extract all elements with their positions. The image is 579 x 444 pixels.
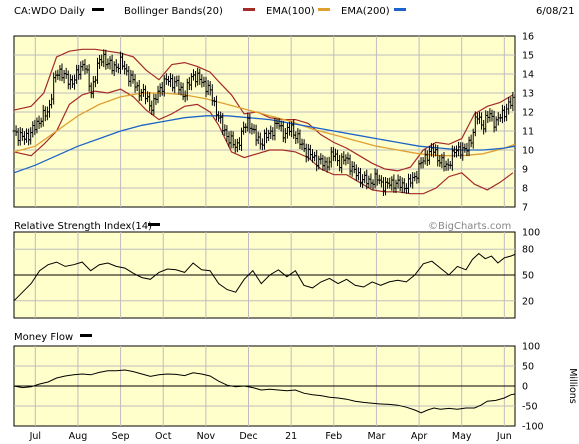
date-label: 6/08/21 [536,6,575,17]
x-tick-label-11: Jun [496,431,512,442]
money-flow-grid [14,346,515,426]
y-tick-label-4: 11 [522,127,534,138]
price-y-ticks: 7 8 9 10 11 12 13 14 15 16 [522,32,534,214]
x-tick-label-6: 21 [285,431,297,442]
y-tick-label-6: 13 [522,89,534,100]
money-flow-label: Money Flow [14,332,73,343]
x-tick-label-3: Oct [155,431,172,442]
x-axis-labels: Jul Aug Sep Oct Nov Dec 21 Feb Mar Apr May Jun [29,431,512,442]
legend-ema100-label: EMA(100) [266,6,315,17]
x-tick-label-5: Dec [239,431,257,442]
price-panel-background [13,35,516,208]
symbol-label: CA:WDO Daily [14,6,85,17]
chart-header: CA:WDO Daily Bollinger Bands(20) EMA(100… [14,6,575,17]
x-tick-label-2: Sep [112,431,130,442]
y-tick-label-1: 50 [522,271,534,282]
y-tick-label-0: 20 [522,296,534,307]
legend-bollinger-swatch [243,8,255,11]
y-tick-label-3: 10 [522,146,534,157]
x-tick-label-1: Aug [69,431,88,442]
price-legend-swatch [92,8,104,11]
price-overlay-lines [13,48,516,195]
legend-ema200-label: EMA(200) [341,6,390,17]
price-bars [12,49,515,196]
rsi-line [13,252,516,302]
y-tick-label-2: 0 [522,382,528,393]
y-tick-label-7: 14 [522,70,534,81]
money-flow-y-ticks: -100 -50 0 50 100 [522,342,544,433]
money-flow-panel: Money Flow -100 -50 0 50 100 Millions [13,332,578,433]
x-tick-label-0: Jul [29,431,41,442]
y-tick-label-1: 8 [522,184,528,195]
y-tick-label-4: 100 [522,342,540,353]
x-tick-label-10: May [452,431,472,442]
x-tick-label-7: Feb [325,431,342,442]
y-tick-label-8: 15 [522,51,534,62]
y-tick-label-0: -100 [522,422,544,433]
rsi-header-strip [0,217,579,232]
y-tick-label-3: 50 [522,362,534,373]
money-flow-series-line [13,369,516,414]
y-tick-label-0: 7 [522,203,528,214]
price-series-2 [13,92,516,157]
x-tick-label-8: Mar [367,431,385,442]
legend-bollinger-label: Bollinger Bands(20) [124,6,223,17]
rsi-grid [14,232,515,318]
x-tick-label-4: Nov [197,431,216,442]
rsi-panel: Relative Strength Index(14) ©BigCharts.c… [0,217,579,319]
money-flow-legend-swatch [80,334,92,337]
y-tick-label-3: 100 [522,228,540,239]
price-series-3 [13,115,516,174]
rsi-legend-swatch [148,223,160,226]
rsi-label: Relative Strength Index(14) [14,221,152,232]
watermark: ©BigCharts.com [428,221,511,232]
legend-ema200-swatch [394,8,406,11]
rsi-series-line [13,252,516,302]
y-tick-label-9: 16 [522,32,534,43]
y-tick-label-2: 9 [522,165,528,176]
price-series-1 [13,88,514,195]
y-tick-label-5: 12 [522,108,534,119]
rsi-y-ticks: 20 50 80 100 [522,228,540,308]
x-tick-label-9: Apr [411,431,428,442]
money-flow-y-axis-label: Millions [567,368,578,404]
y-tick-label-1: -50 [522,402,538,413]
price-panel: 7 8 9 10 11 12 13 14 15 16 [12,32,534,214]
legend-ema100-swatch [318,8,330,11]
money-flow-line [13,369,516,414]
y-tick-label-2: 80 [522,245,534,256]
price-bar-239 [511,91,515,112]
